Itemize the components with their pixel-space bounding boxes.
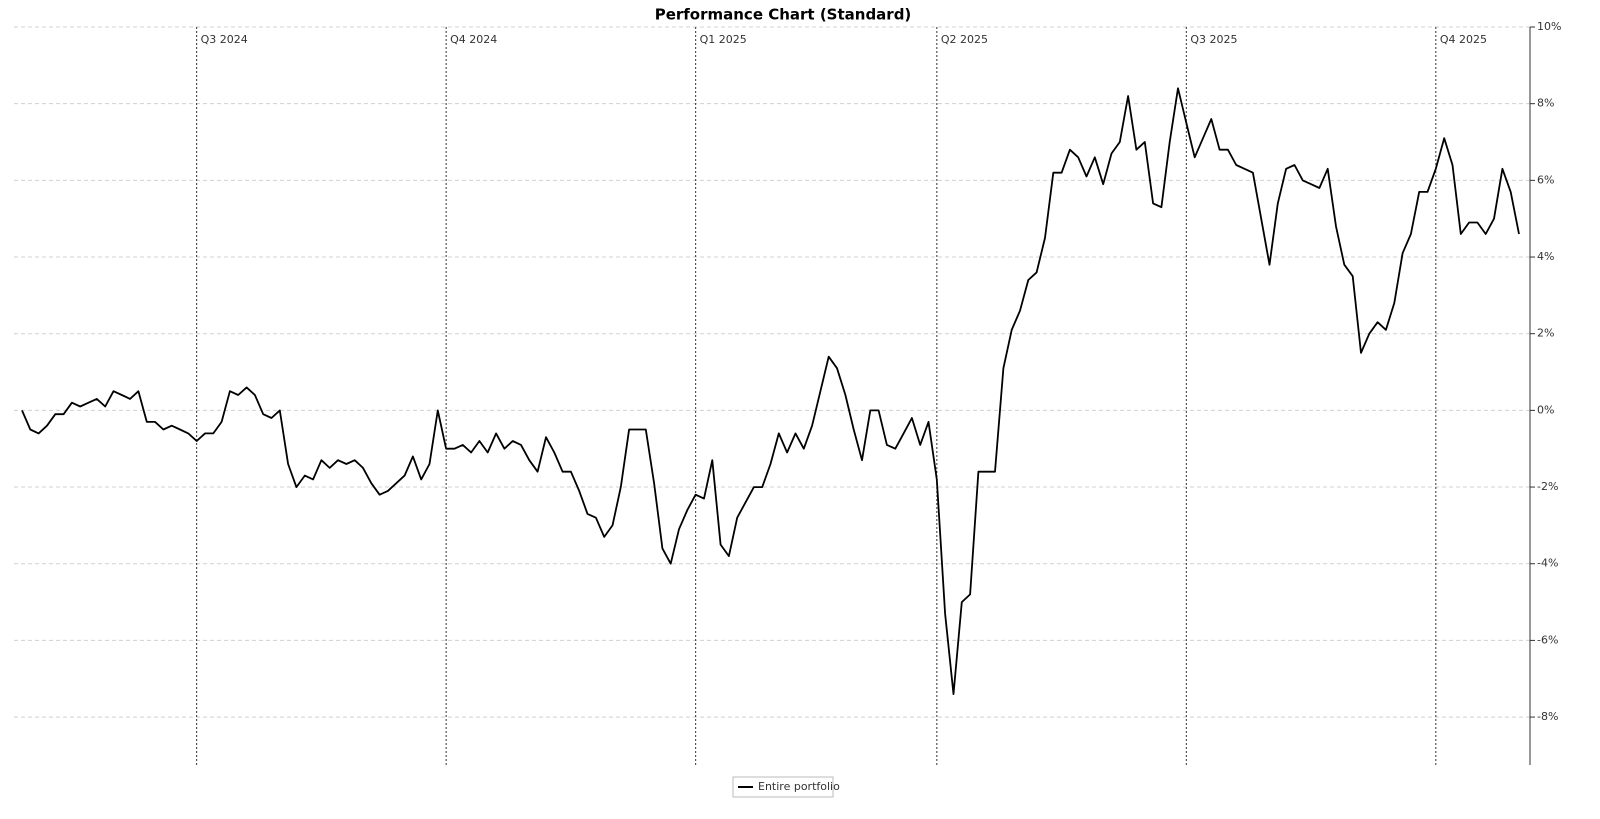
x-tick-label: Q3 2025 [1190,33,1237,46]
chart-title: Performance Chart (Standard) [655,6,912,24]
y-tick-label: 6% [1537,173,1554,186]
y-tick-label: 2% [1537,327,1554,340]
x-tick-label: Q2 2025 [941,33,988,46]
x-tick-label: Q4 2025 [1440,33,1487,46]
y-tick-label: -4% [1537,557,1558,570]
y-tick-label: -8% [1537,710,1558,723]
y-tick-label: 4% [1537,250,1554,263]
x-tick-label: Q3 2024 [201,33,248,46]
y-tick-label: 8% [1537,97,1554,110]
y-tick-label: -2% [1537,480,1558,493]
x-tick-label: Q1 2025 [700,33,747,46]
x-tick-label: Q4 2024 [450,33,497,46]
legend-label: Entire portfolio [758,780,840,793]
legend: Entire portfolio [732,776,840,798]
y-tick-label: 10% [1537,20,1561,33]
y-tick-label: -6% [1537,633,1558,646]
y-tick-label: 0% [1537,403,1554,416]
legend-box [732,776,834,798]
series-line [21,87,1520,695]
